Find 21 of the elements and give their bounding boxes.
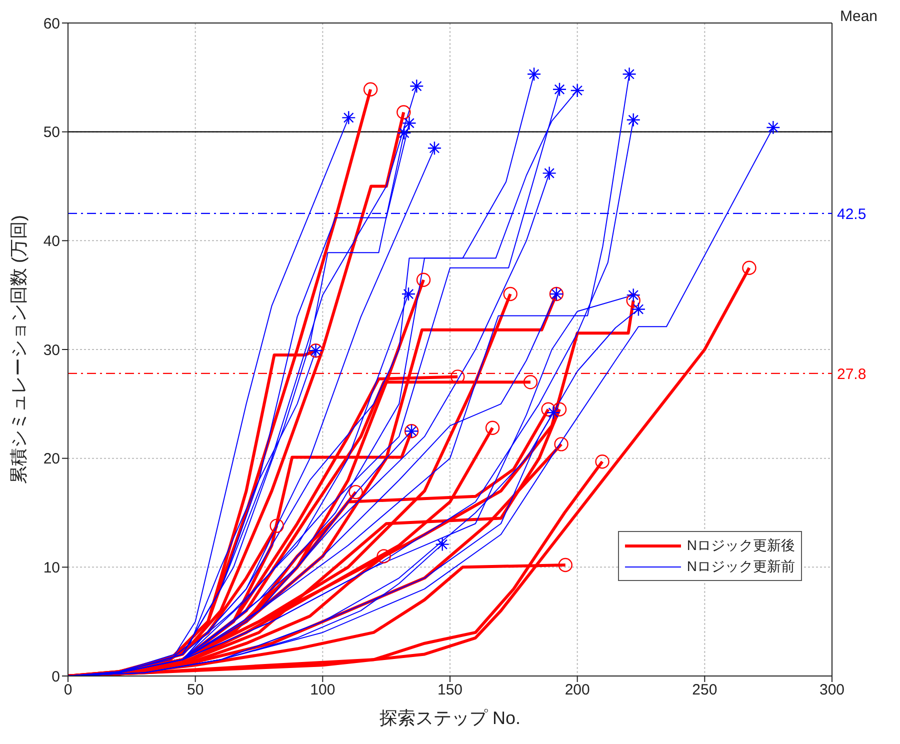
x-tick-label: 150	[437, 682, 463, 699]
y-tick-label: 60	[43, 15, 60, 32]
x-tick-label: 100	[310, 682, 336, 699]
legend-label: Nロジック更新前	[686, 558, 795, 576]
ref-line-label: 42.5	[837, 206, 866, 223]
y-tick-label: 40	[43, 232, 60, 250]
y-tick-label: 10	[43, 559, 60, 576]
x-tick-label: 0	[64, 682, 72, 699]
y-axis-title: 累積シミュレーション回数 (万回)	[8, 215, 28, 484]
x-tick-label: 200	[564, 682, 590, 699]
y-tick-label: 30	[43, 342, 60, 359]
y-tick-label: 50	[43, 124, 60, 142]
x-axis-title: 探索ステップ No.	[379, 708, 521, 728]
text: Mean	[840, 8, 878, 25]
x-tick-label: 300	[819, 682, 845, 699]
legend-label: Nロジック更新後	[686, 536, 795, 554]
y-tick-label: 0	[52, 668, 60, 686]
x-tick-label: 50	[186, 682, 204, 699]
x-tick-label: 250	[692, 682, 718, 699]
ref-line-label: 27.8	[837, 366, 866, 383]
y-tick-label: 20	[43, 450, 60, 468]
